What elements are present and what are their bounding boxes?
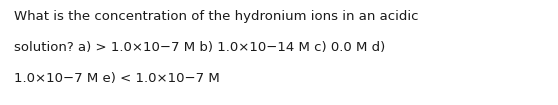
Text: solution? a) > 1.0×10−7 M b) 1.0×10−14 M c) 0.0 M d): solution? a) > 1.0×10−7 M b) 1.0×10−14 M…: [14, 41, 385, 54]
Text: What is the concentration of the hydronium ions in an acidic: What is the concentration of the hydroni…: [14, 10, 418, 23]
Text: 1.0×10−7 M e) < 1.0×10−7 M: 1.0×10−7 M e) < 1.0×10−7 M: [14, 72, 220, 85]
